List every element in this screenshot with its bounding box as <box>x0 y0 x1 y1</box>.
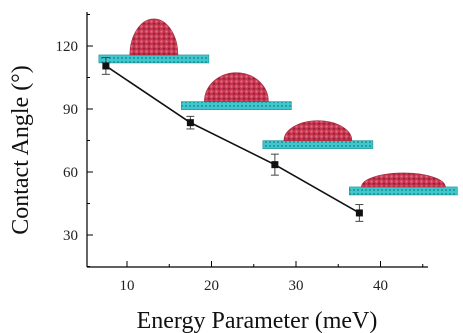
y-ticks: 30 60 90 120 <box>56 14 93 267</box>
substrate-slab <box>262 140 374 149</box>
droplet-cap <box>204 72 269 102</box>
y-tick-label: 60 <box>63 165 78 181</box>
x-tick-label: 40 <box>373 278 388 294</box>
series-line <box>105 65 360 214</box>
data-series <box>101 57 364 222</box>
data-point <box>186 119 194 127</box>
droplet-cap <box>283 120 353 141</box>
data-point <box>271 161 279 169</box>
x-tick-label: 10 <box>120 278 135 294</box>
y-axis-title: Contact Angle (°) <box>8 65 34 235</box>
droplet-image-1 <box>98 18 210 64</box>
x-ticks: 10 20 30 40 <box>120 261 424 294</box>
substrate-slab <box>181 101 292 110</box>
droplet-cap <box>129 18 179 56</box>
y-tick-label: 120 <box>56 39 79 55</box>
droplet-image-3 <box>262 120 374 149</box>
droplet-image-4 <box>349 172 458 196</box>
droplet-cap <box>361 172 446 188</box>
data-point <box>102 62 110 70</box>
y-tick-label: 30 <box>63 228 78 244</box>
x-tick-label: 20 <box>204 278 219 294</box>
substrate-slab <box>349 186 458 196</box>
y-tick-label: 90 <box>63 102 78 118</box>
x-tick-label: 30 <box>289 278 304 294</box>
data-point <box>355 209 363 217</box>
substrate-slab <box>98 54 210 64</box>
droplet-images <box>98 18 458 196</box>
droplet-image-2 <box>181 72 292 110</box>
x-axis-title: Energy Parameter (meV) <box>137 308 378 333</box>
